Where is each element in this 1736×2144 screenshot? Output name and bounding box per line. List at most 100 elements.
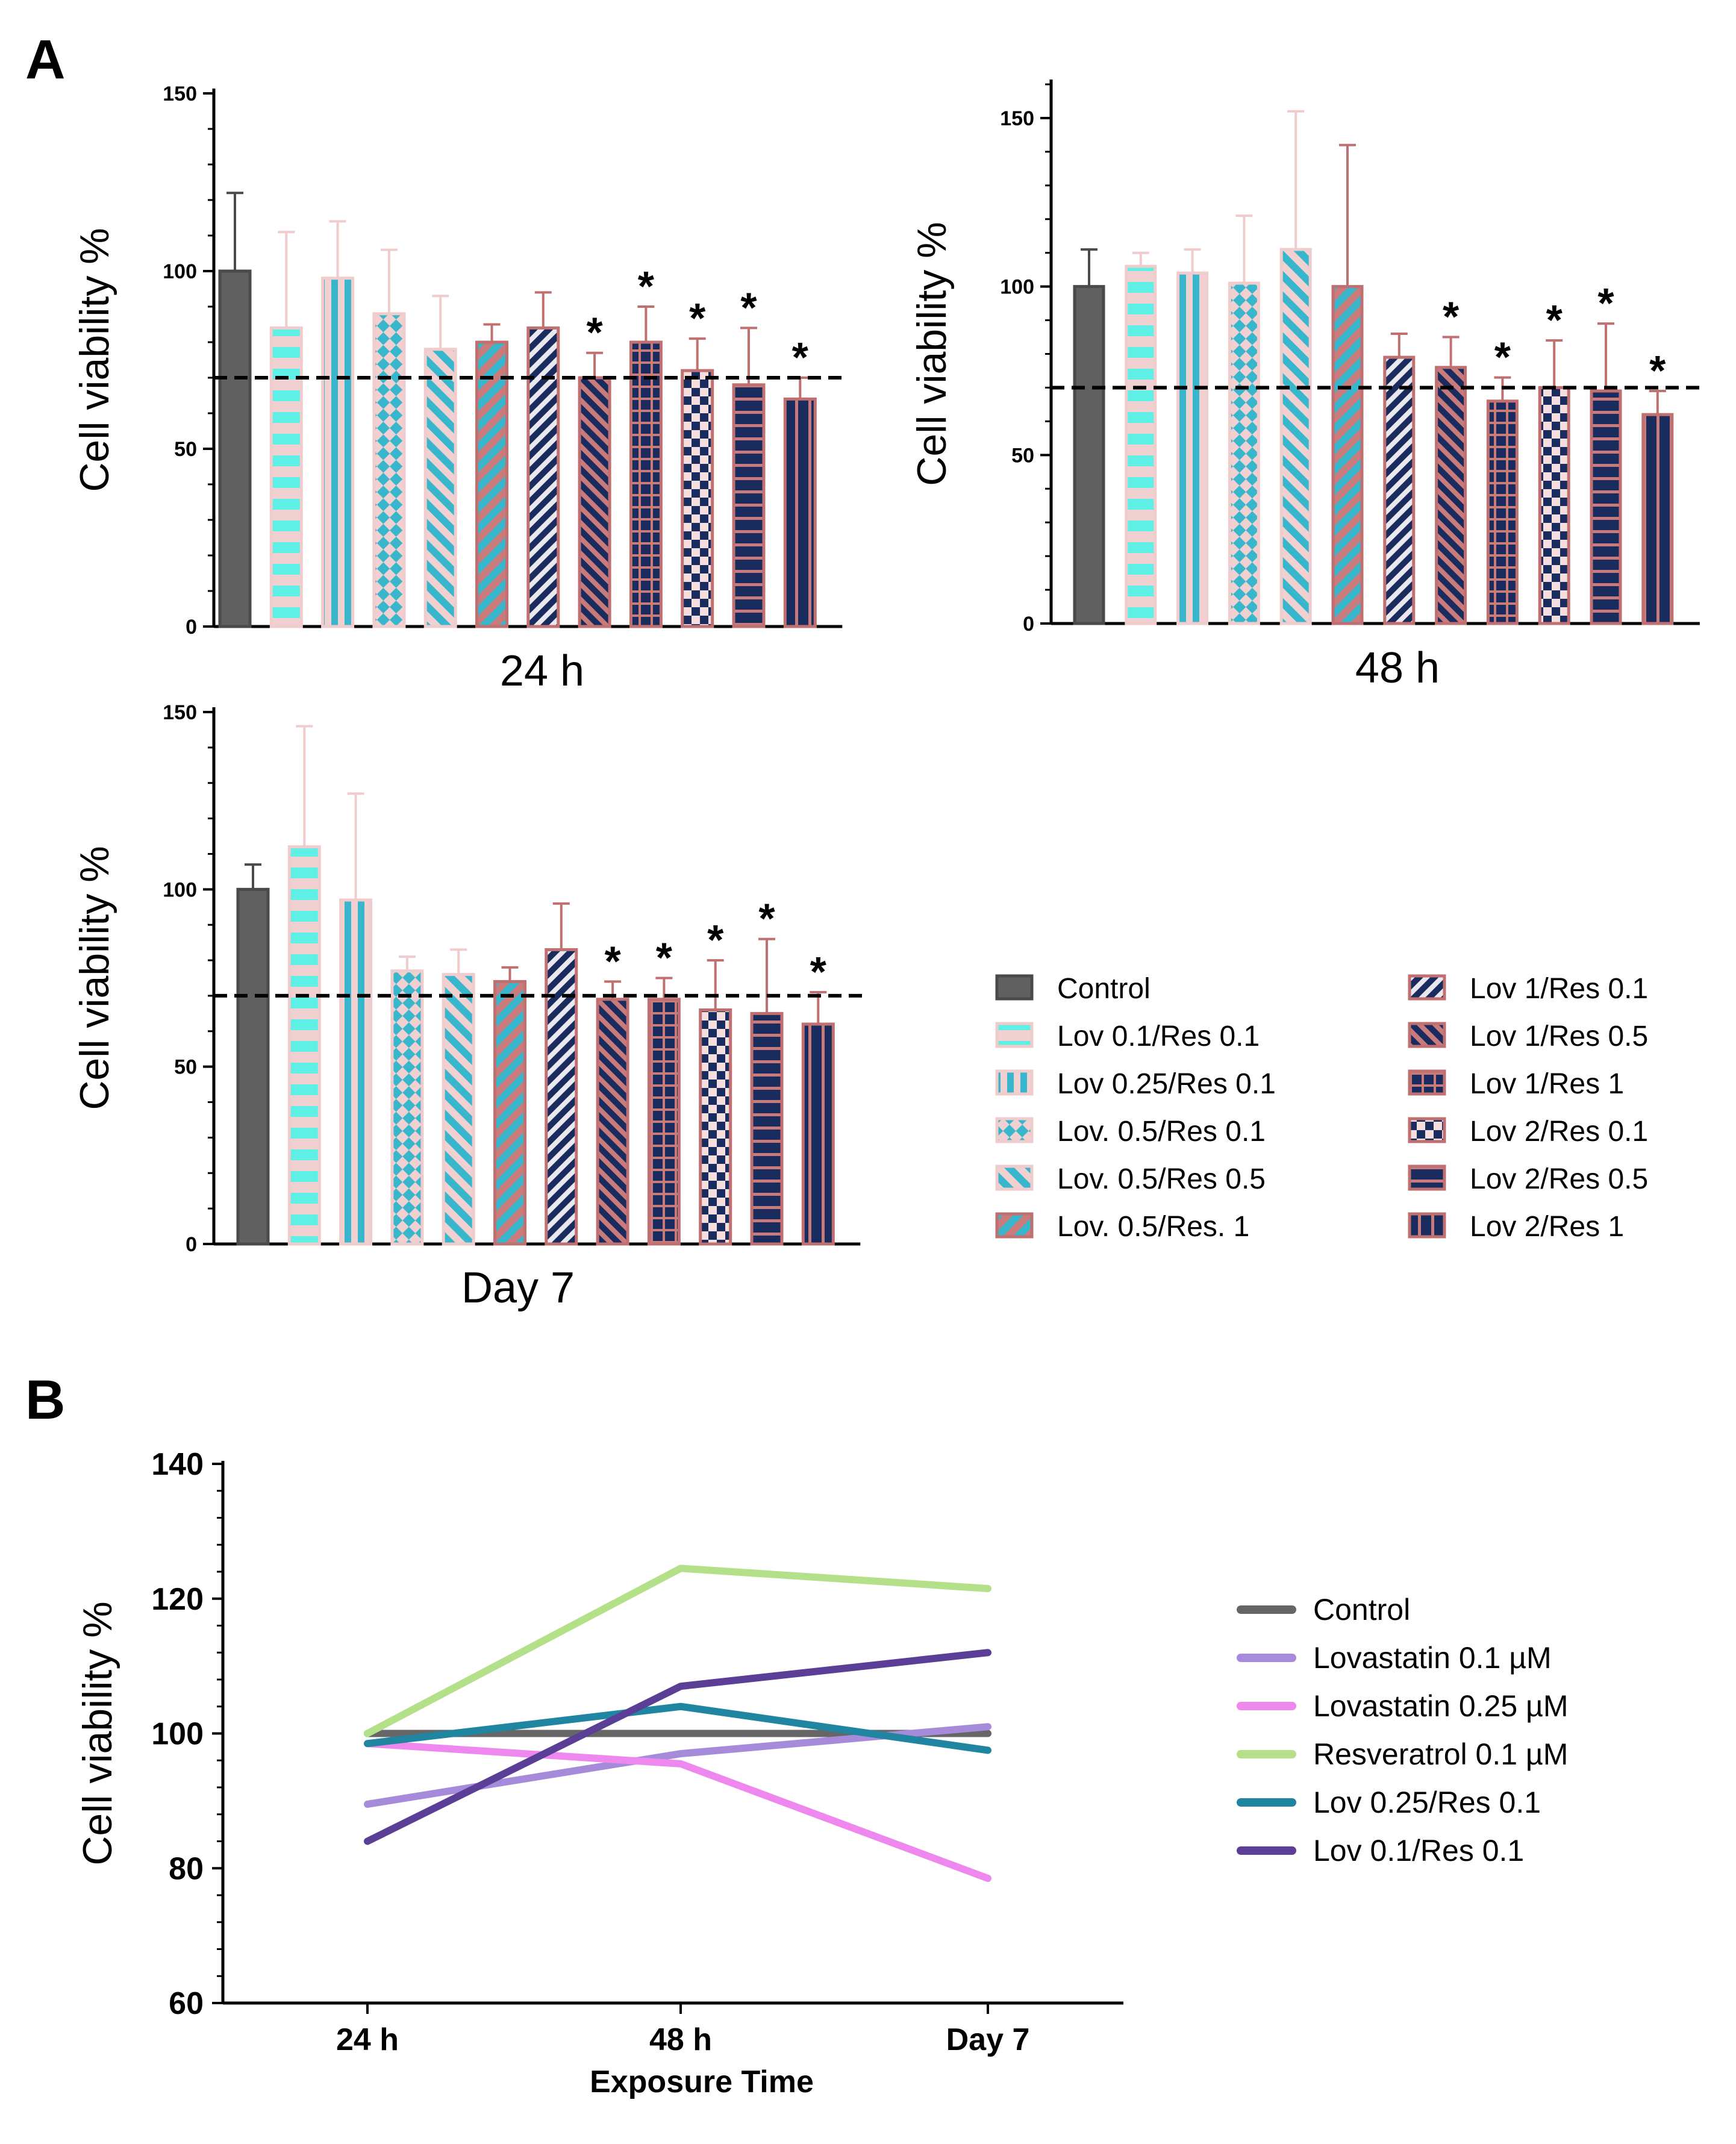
- line-chart-exposure: Cell viability % 60 80 100 120 140 24 h 48 h Day…: [75, 1447, 1123, 2099]
- legend-swatch-lov-1-res-1: [1408, 1069, 1446, 1096]
- y-tick-label: 100: [163, 878, 197, 901]
- significance-marker: *: [638, 263, 655, 310]
- bar-lov-1-res-0-5: [1435, 366, 1467, 625]
- y-tick-label: 140: [151, 1447, 204, 1482]
- bar-lov-0-5-res-1: [475, 340, 508, 628]
- bar-lov-1-res-1: [1486, 399, 1519, 625]
- y-axis-label: Cell viability %: [72, 228, 117, 492]
- chart-title: 24 h: [500, 647, 584, 695]
- legend-swatch-lov-0-5-res-0-5: [995, 1164, 1034, 1191]
- panel-label-b: B: [25, 1369, 65, 1431]
- significance-marker: *: [586, 309, 603, 356]
- bar-lov-2-res-0-5: [750, 1011, 784, 1246]
- series-line-lov-0-25-res-0-1: [364, 1702, 991, 1754]
- y-tick-label: 100: [163, 260, 197, 283]
- legend-label: Lov 1/Res 0.5: [1470, 1020, 1648, 1052]
- legend-label: Lov. 0.5/Res 0.1: [1057, 1116, 1266, 1148]
- bar-lov-0-25-res-0-1: [339, 898, 373, 1246]
- bar-lov-1-res-1: [629, 340, 663, 628]
- y-tick-label: 0: [1023, 613, 1034, 636]
- significance-marker: *: [1597, 280, 1614, 327]
- legend-swatch-lov-1-res-0-5: [1408, 1022, 1446, 1048]
- bar-lov-2-res-0-5: [1590, 389, 1622, 625]
- bar-lov-0-5-res-0-5: [1279, 248, 1312, 625]
- y-axis-label: Cell viability %: [909, 222, 955, 486]
- y-tick-label: 0: [186, 1233, 197, 1256]
- legend-panel-a: Control Lov 0.1/Res 0.1 Lov 0.25/Res 0.1 Lo…: [995, 973, 1648, 1243]
- significance-marker: *: [707, 916, 724, 963]
- legend-label: Lovastatin 0.25 µM: [1313, 1689, 1569, 1723]
- bar-lov-1-res-0-1: [1383, 355, 1416, 625]
- y-tick-label: 80: [169, 1851, 204, 1886]
- legend-label: Lov 0.25/Res 0.1: [1313, 1786, 1541, 1819]
- y-axis-label: Cell viability %: [72, 846, 117, 1110]
- bar-lov-0-5-res-0-5: [442, 973, 475, 1246]
- legend-label: Lov 1/Res 0.1: [1470, 973, 1648, 1005]
- y-tick-label: 100: [1000, 276, 1034, 299]
- y-tick-label: 50: [1011, 444, 1034, 467]
- y-tick-label: 0: [186, 616, 197, 639]
- bar-lov-1-res-0-1: [526, 326, 560, 628]
- legend-label: Lov 2/Res 1: [1470, 1211, 1624, 1243]
- significance-marker: *: [656, 934, 673, 981]
- y-tick-label: 100: [151, 1717, 204, 1752]
- bar-lov-0-5-res-1: [1331, 285, 1364, 625]
- legend-label: Control: [1313, 1593, 1410, 1627]
- x-tick-label: 24 h: [336, 2022, 399, 2057]
- legend-label: Lov. 0.5/Res 0.5: [1057, 1163, 1266, 1195]
- panel-label-a: A: [25, 29, 65, 90]
- legend-swatch-lov-2-res-0-5: [1408, 1164, 1446, 1191]
- significance-marker: *: [740, 284, 757, 331]
- bar-lov-2-res-1: [783, 397, 817, 628]
- bar-lov-2-res-0-5: [732, 383, 766, 628]
- y-tick-label: 60: [169, 1986, 204, 2021]
- bar-lov-2-res-0-1: [699, 1008, 732, 1246]
- bar-lov-1-res-0-1: [545, 948, 578, 1246]
- bar-lov-2-res-0-1: [681, 369, 714, 628]
- legend-swatch-lov-2-res-0-1: [1408, 1117, 1446, 1143]
- significance-marker: *: [792, 334, 809, 381]
- bar-control: [218, 269, 252, 628]
- legend-swatch-lov-0-5-res-0-1: [995, 1117, 1034, 1143]
- y-tick-label: 150: [163, 701, 197, 724]
- y-tick-label: 150: [163, 83, 197, 105]
- chart-title: Day 7: [461, 1264, 575, 1312]
- significance-marker: *: [1546, 296, 1563, 343]
- bar-control: [1073, 285, 1105, 625]
- series-line-resveratrol-0-1-um: [364, 1564, 991, 1737]
- bar-chart-24h: Cell viability % 0 50 100 150 * * * * * 24 h: [72, 83, 846, 695]
- legend-label: Lovastatin 0.1 µM: [1313, 1641, 1552, 1675]
- bar-lov-0-25-res-0-1: [1176, 271, 1209, 625]
- legend-swatch-lov-1-res-0-1: [1408, 974, 1446, 1001]
- legend-label: Lov. 0.5/Res. 1: [1057, 1211, 1249, 1243]
- bar-lov-0-5-res-0-5: [423, 348, 457, 628]
- bar-lov-0-25-res-0-1: [321, 277, 355, 628]
- bar-lov-0-5-res-0-1: [390, 969, 424, 1246]
- y-tick-label: 150: [1000, 107, 1034, 130]
- significance-marker: *: [810, 948, 827, 995]
- legend-label: Lov 2/Res 0.1: [1470, 1116, 1648, 1148]
- x-tick-label: 48 h: [649, 2022, 712, 2057]
- bar-lov-2-res-1: [1641, 413, 1674, 625]
- bar-chart-day7: Cell viability % 0 50 100 150 * * * * * Day 7: [72, 701, 864, 1312]
- legend-label: Resveratrol 0.1 µM: [1313, 1737, 1568, 1771]
- bar-lov-0-1-res-0-1: [269, 326, 303, 628]
- significance-marker: *: [758, 895, 775, 942]
- bar-lov-0-1-res-0-1: [1125, 264, 1157, 625]
- x-axis-label: Exposure Time: [590, 2064, 814, 2099]
- significance-marker: *: [604, 937, 621, 984]
- legend-label: Lov 0.1/Res 0.1: [1057, 1020, 1260, 1052]
- bar-lov-0-1-res-0-1: [287, 845, 321, 1246]
- legend-label: Lov 2/Res 0.5: [1470, 1163, 1648, 1195]
- legend-label: Lov 1/Res 1: [1470, 1068, 1624, 1100]
- legend-swatch-lov-0-1-res-0-1: [995, 1022, 1034, 1048]
- legend-swatch-lov-0-5-res-1: [995, 1212, 1034, 1239]
- significance-marker: *: [689, 295, 706, 342]
- y-axis-label: Cell viability %: [75, 1601, 120, 1865]
- chart-title: 48 h: [1355, 644, 1440, 692]
- bar-lov-2-res-0-1: [1538, 386, 1570, 625]
- series-line-lovastatin-0-25-um: [364, 1740, 991, 1883]
- y-tick-label: 120: [151, 1582, 204, 1617]
